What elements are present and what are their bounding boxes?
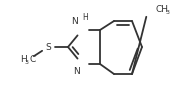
Text: N: N xyxy=(71,17,78,27)
Text: N: N xyxy=(73,67,79,77)
Text: CH: CH xyxy=(156,6,169,14)
Text: H: H xyxy=(20,55,27,64)
Text: S: S xyxy=(45,42,51,52)
Text: 3: 3 xyxy=(166,9,170,14)
Text: H: H xyxy=(82,13,88,22)
Text: 3: 3 xyxy=(25,60,29,64)
Text: C: C xyxy=(29,55,35,64)
